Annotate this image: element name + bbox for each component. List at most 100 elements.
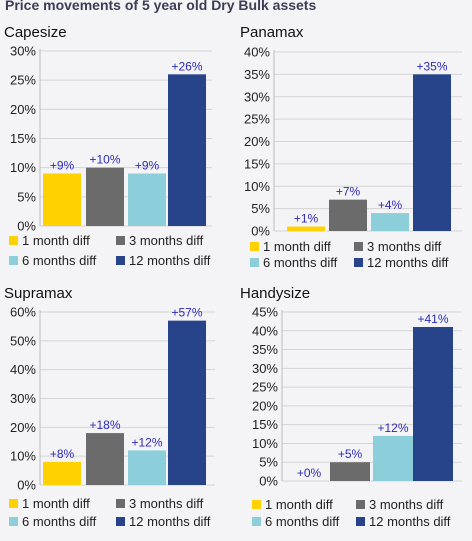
data-label: +5% <box>338 447 363 461</box>
data-label: +10% <box>89 153 120 167</box>
panamax-chart: Panamax 0% 5% 10% 15% 20% 25% 30% 35% 40% +1% +7% +4… <box>236 22 472 276</box>
y-tick-label: 40% <box>10 362 36 377</box>
bar-6-months-diff <box>371 213 409 231</box>
y-tick-label: 0% <box>251 224 270 239</box>
legend-label: 6 months diff <box>22 253 97 268</box>
bar-6-months-diff <box>128 173 166 226</box>
y-tick-label: 10% <box>10 449 36 464</box>
capesize-chart: Capesize 0% 5% 10% 15% 20% 25% 30% +9% +10% +9% +26… <box>0 22 234 276</box>
legend-swatch-6-months-diff <box>9 517 18 526</box>
chart-title: Handysize <box>240 285 310 302</box>
bar-1-month-diff <box>43 173 81 226</box>
data-label: +7% <box>336 185 361 199</box>
chart-title: Supramax <box>4 285 73 302</box>
legend-swatch-12-months-diff <box>356 517 365 526</box>
legend-swatch-1-month-diff <box>9 236 18 245</box>
y-tick-label: 20% <box>244 134 270 149</box>
data-label: +18% <box>89 418 120 432</box>
bar-12-months-diff <box>413 74 451 231</box>
bar-6-months-diff <box>128 450 166 485</box>
data-label: +41% <box>417 312 448 326</box>
capesize-svg: Capesize 0% 5% 10% 15% 20% 25% 30% +9% +10% +9% +26… <box>4 24 212 268</box>
legend-label: 12 months diff <box>367 255 449 270</box>
data-label: +0% <box>297 466 322 480</box>
y-tick-label: 40% <box>252 323 278 338</box>
legend-swatch-3-months-diff <box>116 236 125 245</box>
legend-label: 6 months diff <box>22 514 97 529</box>
data-label: +8% <box>50 447 75 461</box>
y-tick-label: 10% <box>252 436 278 451</box>
y-tick-label: 45% <box>252 305 278 320</box>
bar-12-months-diff <box>168 320 206 485</box>
legend-swatch-3-months-diff <box>116 499 125 508</box>
panamax-svg: Panamax 0% 5% 10% 15% 20% 25% 30% 35% 40% +1% +7% +4… <box>240 24 462 270</box>
y-tick-label: 10% <box>244 179 270 194</box>
y-tick-label: 35% <box>244 67 270 82</box>
bar-12-months-diff <box>413 327 453 481</box>
y-tick-label: 30% <box>244 89 270 104</box>
legend-label: 1 month diff <box>263 239 331 254</box>
legend-swatch-6-months-diff <box>250 258 259 267</box>
bar-3-months-diff <box>86 433 124 485</box>
data-label: +4% <box>378 198 403 212</box>
legend-swatch-12-months-diff <box>116 256 125 265</box>
chart-title: Panamax <box>240 24 304 41</box>
supramax-svg: Supramax 0% 10% 20% 30% 40% 50% 60% +8% +18% +12% +… <box>4 285 215 529</box>
data-label: +35% <box>416 59 447 73</box>
y-tick-label: 20% <box>10 102 36 117</box>
y-tick-label: 30% <box>10 391 36 406</box>
legend-label: 6 months diff <box>263 255 338 270</box>
legend-label: 3 months diff <box>129 233 204 248</box>
data-label: +1% <box>294 212 319 226</box>
legend-label: 1 month diff <box>22 233 90 248</box>
handysize-svg: Handysize 0% 5% 10% 15% 20% 25% 30% 35% 40% 45% +0%… <box>240 285 462 529</box>
y-tick-label: 40% <box>244 45 270 60</box>
bar-3-months-diff <box>329 199 367 231</box>
bar-3-months-diff <box>86 167 124 226</box>
handysize-chart: Handysize 0% 5% 10% 15% 20% 25% 30% 35% 40% 45% +0%… <box>236 283 472 541</box>
y-tick-label: 20% <box>10 420 36 435</box>
y-tick-label: 60% <box>10 305 36 320</box>
legend-label: 12 months diff <box>129 514 211 529</box>
legend-swatch-12-months-diff <box>116 517 125 526</box>
data-label: +12% <box>377 421 408 435</box>
legend-label: 3 months diff <box>367 239 442 254</box>
data-label: +9% <box>135 159 160 173</box>
legend-label: 1 month diff <box>265 497 333 512</box>
legend-swatch-1-month-diff <box>9 499 18 508</box>
bar-12-months-diff <box>168 74 206 226</box>
legend-swatch-6-months-diff <box>9 256 18 265</box>
legend-label: 1 month diff <box>22 496 90 511</box>
y-tick-label: 25% <box>10 73 36 88</box>
y-tick-label: 15% <box>244 156 270 171</box>
y-tick-label: 5% <box>17 189 36 204</box>
bar-1-month-diff <box>43 461 81 485</box>
legend-swatch-3-months-diff <box>356 500 365 509</box>
y-tick-label: 15% <box>10 131 36 146</box>
data-label: +12% <box>131 435 162 449</box>
y-tick-label: 25% <box>252 380 278 395</box>
legend-swatch-1-month-diff <box>252 500 261 509</box>
legend-label: 12 months diff <box>369 514 451 529</box>
data-label: +26% <box>171 59 202 73</box>
chart-title: Capesize <box>4 24 67 41</box>
legend-swatch-1-month-diff <box>250 242 259 251</box>
supramax-chart: Supramax 0% 10% 20% 30% 40% 50% 60% +8% +18% +12% +… <box>0 283 234 541</box>
y-tick-label: 5% <box>251 201 270 216</box>
data-label: +9% <box>50 159 75 173</box>
legend-label: 6 months diff <box>265 514 340 529</box>
y-tick-label: 0% <box>17 219 36 234</box>
y-tick-label: 0% <box>17 478 36 493</box>
legend-label: 3 months diff <box>129 496 204 511</box>
bar-6-months-diff <box>373 435 413 481</box>
y-tick-label: 30% <box>252 361 278 376</box>
legend-swatch-12-months-diff <box>354 258 363 267</box>
y-tick-label: 10% <box>10 160 36 175</box>
bar-1-month-diff <box>287 226 325 231</box>
y-tick-label: 35% <box>252 342 278 357</box>
y-tick-label: 5% <box>259 455 278 470</box>
page-title: Price movements of 5 year old Dry Bulk a… <box>5 0 317 13</box>
y-tick-label: 25% <box>244 112 270 127</box>
y-tick-label: 30% <box>10 44 36 59</box>
legend-swatch-6-months-diff <box>252 517 261 526</box>
